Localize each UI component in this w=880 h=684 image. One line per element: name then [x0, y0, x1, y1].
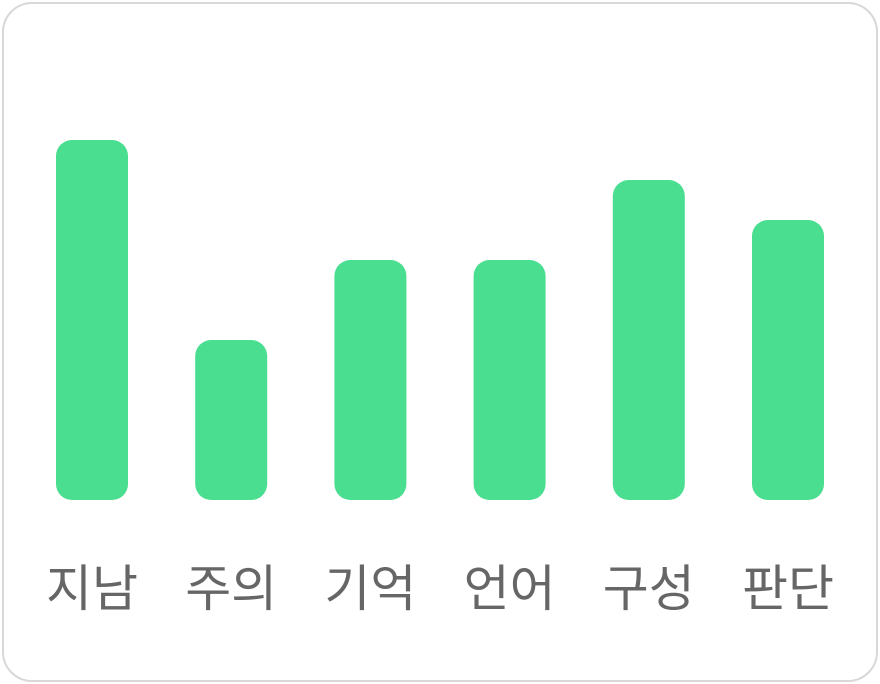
bar-3: [473, 260, 546, 500]
labels-group: 지남 주의 기억 언어 구성 판단: [46, 560, 834, 618]
category-label-4: 구성: [603, 560, 695, 618]
category-label-0: 지남: [46, 560, 138, 618]
category-label-1: 주의: [185, 560, 277, 618]
bar-2: [334, 260, 407, 500]
bar-4: [612, 180, 685, 500]
category-label-5: 판단: [742, 560, 834, 618]
bars-group: [56, 140, 824, 500]
category-label-2: 기억: [324, 560, 416, 618]
bar-5: [752, 220, 824, 500]
bar-0: [56, 140, 128, 500]
bar-1: [195, 340, 268, 500]
category-label-3: 언어: [464, 560, 556, 618]
